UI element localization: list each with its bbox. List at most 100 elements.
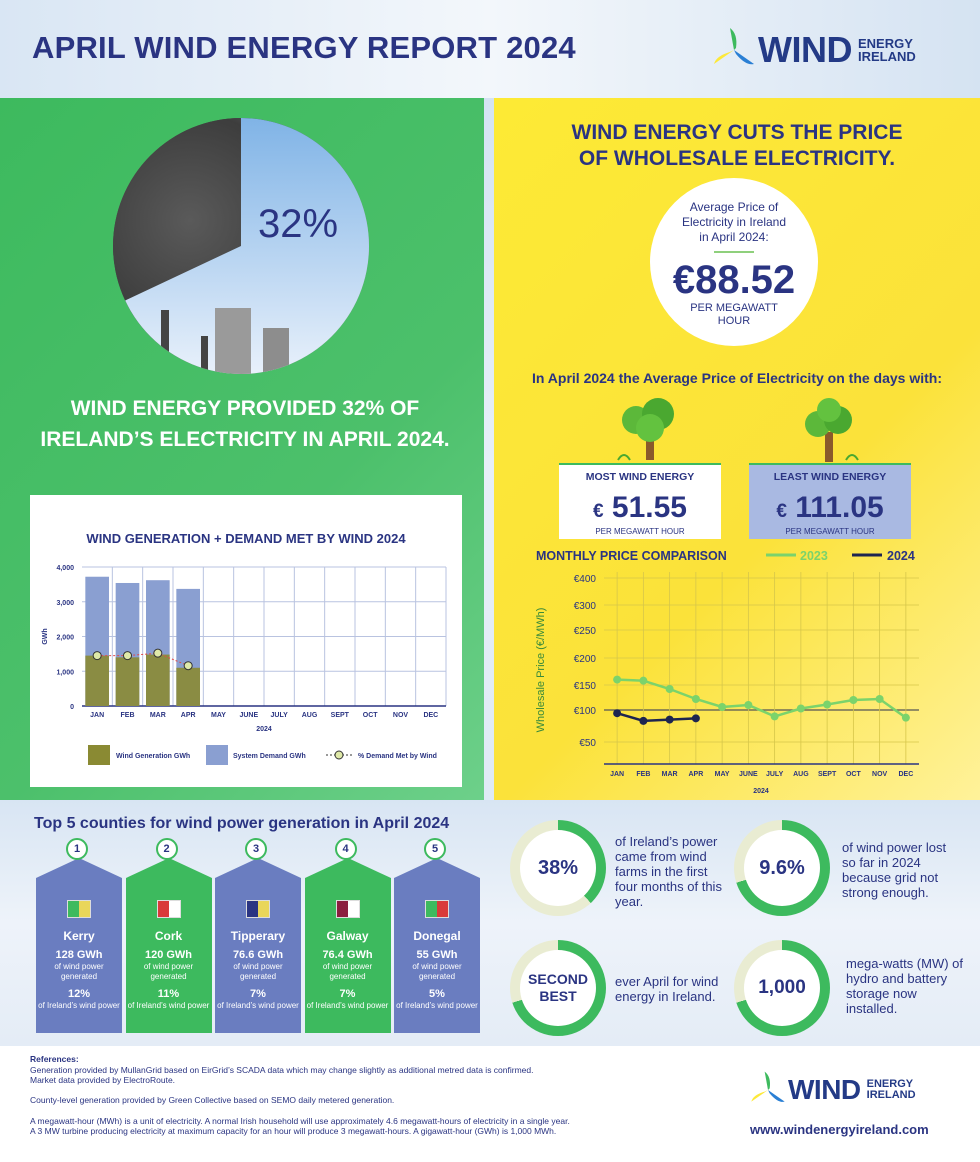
county-flag-icon	[246, 900, 270, 918]
x-tick-label: SEPT	[331, 712, 350, 719]
county-card-shape	[36, 858, 122, 1033]
price-point-2023	[823, 700, 832, 709]
county-percent: 12%	[67, 988, 91, 1000]
price-line-2024	[616, 712, 696, 723]
county-gwh-label: of wind power generated	[233, 962, 283, 981]
x-tick-label: JAN	[90, 712, 104, 719]
county-percent-label: of Ireland’s wind power	[127, 1001, 210, 1010]
wind-bar	[115, 657, 140, 706]
x-tick-label: JUNE	[239, 712, 258, 719]
y-tick-label: 4,000	[56, 565, 74, 572]
price-point-2023	[639, 676, 648, 685]
stat-value: 38%	[520, 830, 596, 906]
county-flag-icon	[156, 900, 181, 918]
demand-met-point	[92, 651, 102, 661]
share-pie-chart	[113, 118, 369, 374]
x-tick-label: DEC	[898, 771, 913, 778]
stat-circle: 38%	[510, 820, 606, 916]
x-tick-label: MAY	[715, 771, 730, 778]
reference-text: A megawatt-hour (MWh) is a unit of elect…	[30, 1116, 570, 1136]
logo-word: WIND	[788, 1074, 861, 1105]
county-gwh-label: of wind power generated	[54, 962, 104, 981]
legend-label: % Demand Met by Wind	[358, 753, 437, 760]
wind-generation-chart: WIND GENERATION + DEMAND MET BY WIND 202…	[30, 495, 462, 787]
x-tick-label: NOV	[872, 771, 888, 778]
page-title: APRIL WIND ENERGY REPORT 2024	[32, 30, 576, 65]
county-card-shape	[215, 858, 301, 1033]
x-tick-label: JUNE	[739, 771, 758, 778]
x-tick-label: APR	[688, 771, 703, 778]
header	[0, 0, 980, 98]
county-rank: 1	[66, 838, 88, 860]
county-percent: 11%	[157, 988, 180, 1000]
price-point-2023	[796, 704, 805, 713]
y-axis-label: Wholesale Price (€/MWh)	[535, 608, 547, 733]
county-percent-label: of Ireland’s wind power	[38, 1001, 120, 1010]
county-card: 3 Tipperary 76.6 GWh of wind power generate…	[215, 838, 301, 1033]
least-wind-unit: PER MEGAWATT HOUR	[785, 527, 875, 536]
county-percent-label: of Ireland’s wind power	[306, 1001, 389, 1010]
county-rank: 5	[424, 838, 446, 860]
average-price-unit: PER MEGAWATT HOUR	[690, 302, 778, 327]
logo-sub: ENERGY IRELAND	[857, 36, 916, 64]
county-percent: 7%	[339, 988, 356, 1000]
demand-met-point	[183, 661, 193, 671]
x-tick-label: JAN	[610, 771, 624, 778]
reference-text: County-level generation provided by Gree…	[30, 1095, 395, 1105]
x-tick-label: MAR	[150, 712, 166, 719]
y-tick-label: €100	[574, 706, 597, 717]
price-point-2023	[613, 675, 622, 684]
county-gwh: 128 GWh	[55, 949, 103, 961]
price-point-2023	[875, 695, 884, 703]
stat-value: SECOND BEST	[520, 950, 596, 1026]
y-tick-label: 2,000	[56, 635, 74, 642]
stat-circle: 1,000	[734, 940, 830, 1036]
y-tick-label: €150	[574, 681, 597, 692]
county-flag-icon	[425, 900, 449, 918]
x-tick-label: JULY	[271, 712, 289, 719]
county-name: Tipperary	[230, 929, 286, 943]
x-axis-label: 2024	[753, 788, 769, 795]
x-tick-label: AUG	[793, 771, 809, 778]
wind-logo-icon	[710, 26, 758, 74]
tree-icon	[805, 398, 859, 462]
most-wind-unit: PER MEGAWATT HOUR	[595, 527, 685, 536]
x-tick-label: OCT	[363, 712, 379, 719]
price-point-2023	[770, 712, 779, 721]
county-name: Cork	[154, 929, 183, 943]
logo-word: WIND	[758, 29, 852, 70]
wind-bar	[176, 667, 200, 706]
monthly-price-chart: MONTHLY PRICE COMPARISON 2023 2024 €50 €100 €…	[535, 549, 919, 795]
wind-bar	[85, 655, 109, 706]
y-axis-label: GWh	[42, 628, 49, 644]
x-tick-label: OCT	[846, 771, 862, 778]
county-percent-label: of Ireland’s wind power	[217, 1001, 299, 1010]
least-wind-card: LEAST WIND ENERGY € 111.05 PER MEGAWATT …	[749, 463, 911, 539]
tree-icon	[617, 398, 674, 461]
county-name: Kerry	[63, 929, 95, 943]
footer-logo: WIND ENERGY IRELAND	[748, 1070, 916, 1110]
demand-met-point	[123, 651, 132, 661]
price-point-2024	[639, 716, 648, 725]
county-name: Galway	[326, 929, 369, 943]
county-card-shape	[394, 858, 480, 1033]
county-card: 1 Kerry 128 GWh of wind power generated 12% o…	[36, 838, 122, 1033]
county-rank: 2	[155, 838, 178, 860]
website-link[interactable]: www.windenergyireland.com	[750, 1122, 929, 1137]
least-wind-label: LEAST WIND ENERGY	[773, 471, 887, 483]
county-card: 2 Cork 120 GWh of wind power generated 11% of…	[125, 838, 212, 1033]
y-tick-label: 0	[70, 704, 74, 711]
x-axis-label: 2024	[256, 726, 272, 733]
county-flag-icon	[335, 900, 360, 918]
county-gwh-label: of wind power generated	[143, 962, 194, 981]
most-wind-label: MOST WIND ENERGY	[585, 471, 695, 483]
y-tick-label: €300	[574, 601, 597, 612]
price-point-2024	[691, 714, 700, 723]
x-tick-label: FEB	[121, 712, 135, 719]
price-point-2024	[613, 709, 622, 718]
stat-circle: SECOND BEST	[510, 940, 606, 1036]
pie-wind-slice	[113, 118, 369, 374]
stat-circle: 9.6%	[734, 820, 830, 916]
county-rank: 3	[245, 838, 267, 860]
legend-label: Wind Generation GWh	[116, 753, 190, 760]
